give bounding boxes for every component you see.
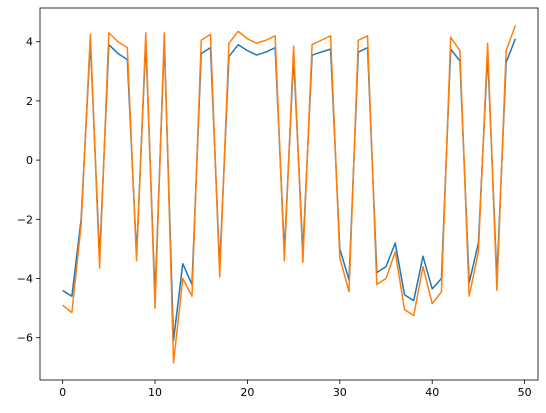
x-tick-label: 40 xyxy=(425,386,439,399)
plot-frame xyxy=(39,7,539,381)
x-tick-label: 10 xyxy=(148,386,162,399)
series-line xyxy=(62,38,517,342)
y-tick-label: −4 xyxy=(17,272,33,285)
x-tick-label: 0 xyxy=(59,386,66,399)
series-line xyxy=(62,25,517,364)
y-tick-label: −6 xyxy=(17,332,33,345)
x-tick-label: 20 xyxy=(240,386,254,399)
y-tick-label: 4 xyxy=(26,36,33,49)
y-tick-label: 2 xyxy=(26,95,33,108)
x-tick-label: 30 xyxy=(333,386,347,399)
y-tick-label: −2 xyxy=(17,213,33,226)
y-tick-label: 0 xyxy=(26,154,33,167)
x-tick-label: 50 xyxy=(518,386,532,399)
